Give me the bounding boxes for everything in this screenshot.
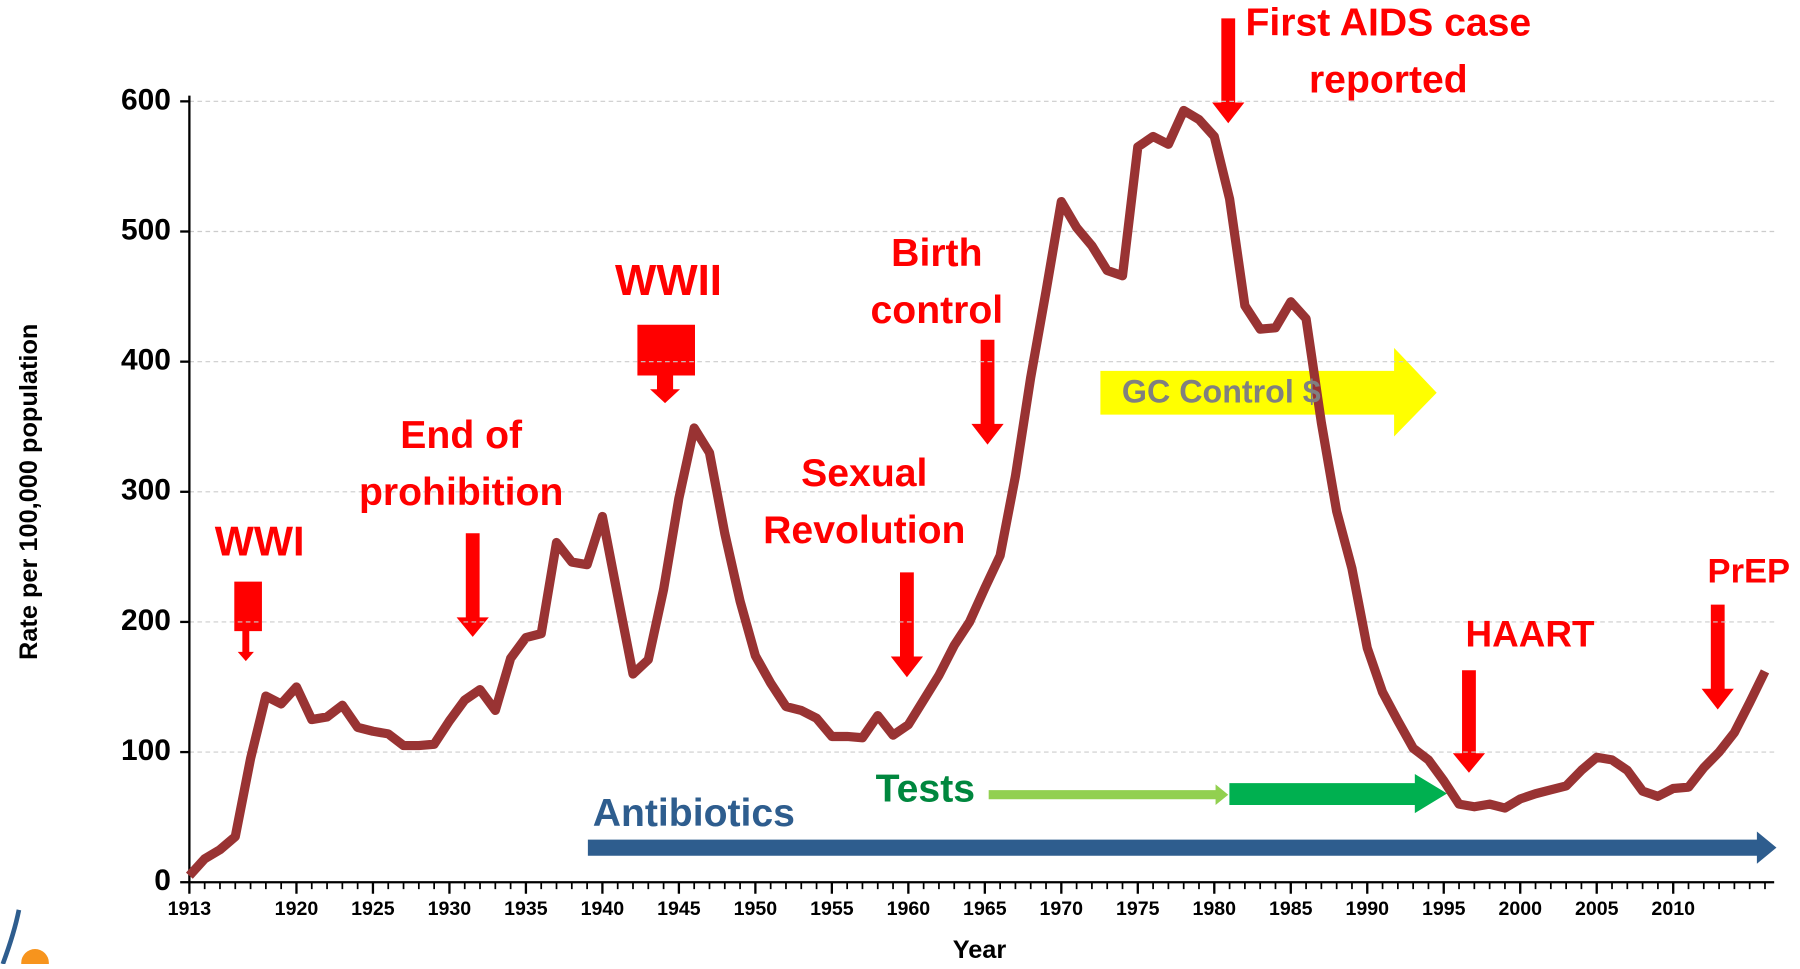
x-tick-label: 1995 (1422, 898, 1466, 920)
annotation: Sexual (801, 452, 927, 495)
sexual-revolution-arrow (890, 572, 924, 678)
annotation: control (871, 289, 1004, 332)
y-tick-label: 100 (121, 734, 171, 767)
x-tick-label: 2005 (1575, 898, 1619, 920)
x-tick-label: 1925 (351, 898, 395, 920)
wwii-arrow (637, 324, 695, 404)
prohibition-arrow (456, 533, 489, 637)
y-tick-label: 200 (121, 604, 171, 637)
prep-arrow (1701, 604, 1734, 710)
gc-control-arrow (1100, 347, 1437, 437)
x-tick-label: 2000 (1498, 898, 1542, 920)
x-tick-label: 1980 (1193, 898, 1237, 920)
tests-arrow-light (988, 784, 1229, 806)
x-tick-label: 1970 (1040, 898, 1084, 920)
x-axis-label: Year (953, 936, 1007, 964)
logo (0, 909, 49, 969)
annotation: PrEP (1708, 553, 1791, 591)
annotation: prohibition (359, 471, 563, 514)
data-line (185, 105, 1770, 879)
annotation: GC Control $ (1122, 373, 1321, 409)
x-tick-label: 1935 (504, 898, 548, 920)
aids-arrow (1212, 18, 1245, 124)
x-tick-label: 1990 (1345, 898, 1389, 920)
y-tick-label: 500 (121, 213, 171, 246)
annotation: Antibiotics (593, 792, 795, 835)
annotation: First AIDS case (1245, 2, 1531, 45)
x-tick-label: 2010 (1651, 898, 1695, 920)
annotation: WWII (615, 256, 722, 305)
x-tick-label: 1985 (1269, 898, 1313, 920)
antibiotics-arrow (587, 831, 1777, 864)
y-tick-label: 300 (121, 474, 171, 507)
x-tick-label: 1965 (963, 898, 1007, 920)
annotation: Birth (891, 232, 982, 275)
x-tick-label: 1930 (428, 898, 472, 920)
x-tick-label: 1945 (657, 898, 701, 920)
x-tick-label: 1940 (581, 898, 625, 920)
birth-control-arrow (971, 339, 1004, 445)
y-axis-label: Rate per 100,000 population (15, 324, 43, 660)
annotation: reported (1309, 58, 1468, 101)
x-tick-label: 1950 (734, 898, 778, 920)
annotation: End of (400, 414, 523, 457)
haart-arrow (1452, 670, 1486, 773)
arrows (234, 18, 1777, 864)
x-tick-label: 1920 (275, 898, 319, 920)
logo-dot (21, 949, 49, 969)
y-tick-label: 600 (121, 83, 171, 116)
tests-arrow-dark (1229, 773, 1448, 814)
annotation: HAART (1466, 614, 1595, 655)
annotation: Revolution (763, 509, 965, 552)
logo-stroke (0, 909, 22, 965)
x-tick-label: 1955 (810, 898, 854, 920)
x-tick-label: 1975 (1116, 898, 1160, 920)
y-tick-label: 0 (154, 864, 171, 897)
annotation: WWI (215, 518, 305, 565)
y-tick-label: 400 (121, 344, 171, 377)
annotation: Tests (876, 768, 975, 811)
x-tick-label: 1913 (168, 898, 212, 920)
x-tick-label: 1960 (887, 898, 931, 920)
